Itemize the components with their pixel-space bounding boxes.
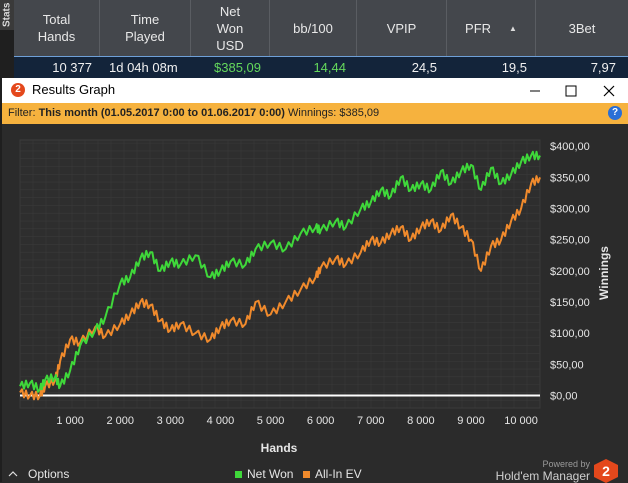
options-label: Options <box>28 467 70 481</box>
cell-3bet: 7,97 <box>590 60 616 75</box>
cell-time-played: 1d 04h 08m <box>109 60 178 75</box>
header-label: PFR <box>465 20 492 36</box>
cell-net-won: $385,09 <box>214 60 261 75</box>
window-title: Results Graph <box>32 82 116 97</box>
header-label: Time Played <box>125 12 165 44</box>
help-icon[interactable]: ? <box>608 106 622 120</box>
maximize-button[interactable] <box>552 78 590 103</box>
options-button[interactable]: Options <box>2 466 69 482</box>
column-header-vpip[interactable]: VPIP <box>357 0 447 56</box>
x-tick-label: 3 000 <box>157 415 185 427</box>
window-titlebar[interactable]: 2 Results Graph <box>2 78 628 103</box>
cell-vpip: 24,5 <box>411 60 437 75</box>
legend-swatch <box>235 470 242 478</box>
x-axis-label: Hands <box>261 441 298 454</box>
y-tick-label: $0,00 <box>550 391 578 403</box>
header-label: VPIP <box>386 20 417 36</box>
chevron-up-icon <box>8 471 18 477</box>
y-tick-label: $50,00 <box>550 359 584 371</box>
stats-table-header: Total Hands Time Played Net Won USD bb/1… <box>14 0 628 57</box>
header-label: Total Hands <box>37 12 76 44</box>
cell-bb100: 14,44 <box>313 60 346 75</box>
y-tick-label: $250,00 <box>550 235 590 247</box>
minimize-icon <box>530 90 540 91</box>
minimize-button[interactable] <box>516 78 554 103</box>
x-tick-label: 10 000 <box>504 415 538 427</box>
x-tick-label: 5 000 <box>257 415 285 427</box>
results-chart: $0,00 $50,00 $100,00 $150,00 $200,00 $250,00 $… <box>19 139 611 454</box>
x-tick-label: 8 000 <box>407 415 435 427</box>
powered-by-text: Powered by <box>542 459 590 469</box>
legend-label: All-In EV <box>315 467 362 481</box>
y-tick-label: $300,00 <box>550 204 590 216</box>
filter-bar[interactable]: Filter: This month (01.05.2017 0:00 to 0… <box>2 103 628 124</box>
brand-logo-icon: 2 <box>594 459 618 483</box>
close-button[interactable] <box>590 78 628 103</box>
column-header-total-hands[interactable]: Total Hands <box>14 0 100 56</box>
legend-net-won[interactable]: Net Won <box>235 467 293 481</box>
y-tick-label: $150,00 <box>550 297 590 309</box>
legend-label: Net Won <box>247 467 294 481</box>
close-icon <box>603 85 615 96</box>
filter-range: This month (01.05.2017 0:00 to 01.06.201… <box>38 107 285 119</box>
brand-name: Hold'em Manager <box>495 469 590 483</box>
results-graph-window: 2 Results Graph Filter: This month (01.0… <box>2 78 628 483</box>
x-tick-label: 6 000 <box>307 415 335 427</box>
x-tick-label: 4 000 <box>207 415 235 427</box>
header-label: bb/100 <box>293 20 333 36</box>
column-header-time-played[interactable]: Time Played <box>100 0 191 56</box>
header-label: 3Bet <box>568 20 596 36</box>
series-line-net-won <box>19 150 541 393</box>
cell-pfr: 19,5 <box>501 60 527 75</box>
x-tick-label: 7 000 <box>357 415 385 427</box>
stats-side-tab-label: Stats <box>1 2 13 28</box>
app-logo-icon: 2 <box>11 83 25 97</box>
table-row[interactable]: 10 377 1d 04h 08m $385,09 14,44 24,5 19,… <box>14 56 628 79</box>
y-tick-label: $350,00 <box>550 172 590 184</box>
y-axis-label: Winnings <box>597 246 611 300</box>
column-header-net-won[interactable]: Net Won USD <box>191 0 270 56</box>
filter-label: Filter: This month (01.05.2017 0:00 to 0… <box>8 103 379 124</box>
column-header-bb100[interactable]: bb/100 <box>270 0 357 56</box>
y-tick-label: $400,00 <box>550 141 590 153</box>
x-tick-label: 1 000 <box>56 415 84 427</box>
y-tick-label: $100,00 <box>550 328 590 340</box>
cell-total-hands: 10 377 <box>52 60 92 75</box>
legend-swatch <box>303 470 310 478</box>
column-header-pfr[interactable]: PFR ▲ <box>447 0 536 56</box>
header-label: Net Won USD <box>216 3 244 53</box>
sort-ascending-icon: ▲ <box>509 23 517 33</box>
stats-side-tab[interactable]: Stats <box>0 0 14 30</box>
column-header-3bet[interactable]: 3Bet <box>536 0 628 56</box>
maximize-icon <box>565 85 577 96</box>
filter-winnings: Winnings: $385,09 <box>284 107 380 119</box>
filter-prefix: Filter: <box>8 107 39 119</box>
x-tick-label: 9 000 <box>457 415 485 427</box>
x-tick-label: 2 000 <box>106 415 134 427</box>
legend-all-in-ev[interactable]: All-In EV <box>303 467 362 481</box>
y-tick-label: $200,00 <box>550 266 590 278</box>
